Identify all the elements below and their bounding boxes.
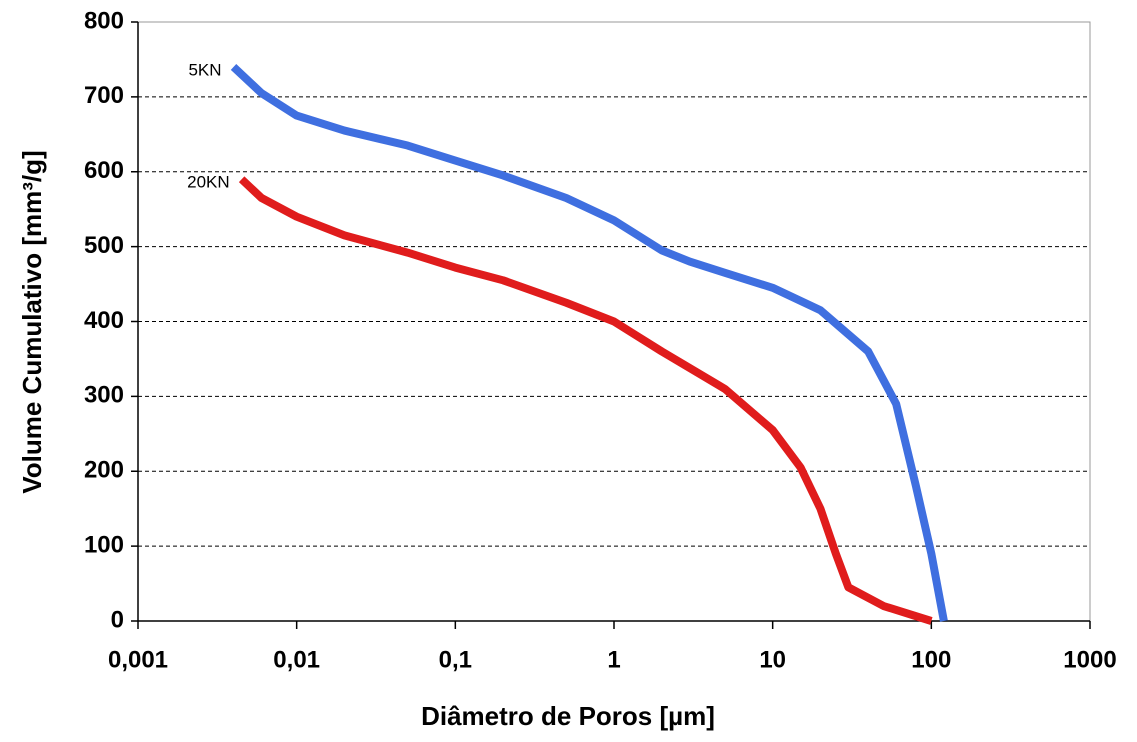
x-tick-label: 0,01 xyxy=(273,646,320,673)
x-tick-label: 1 xyxy=(607,646,620,673)
y-tick-label: 800 xyxy=(84,7,124,34)
y-tick-label: 500 xyxy=(84,232,124,259)
series-label: 20KN xyxy=(187,173,230,192)
x-tick-label: 100 xyxy=(911,646,951,673)
y-tick-label: 600 xyxy=(84,157,124,184)
y-tick-label: 300 xyxy=(84,382,124,409)
y-tick-label: 0 xyxy=(111,606,124,633)
y-tick-label: 200 xyxy=(84,457,124,484)
x-axis-label: Diâmetro de Poros [µm] xyxy=(421,701,715,731)
x-tick-label: 1000 xyxy=(1063,646,1116,673)
series-label: 5KN xyxy=(188,60,221,79)
series-line xyxy=(230,64,948,622)
x-tick-label: 10 xyxy=(759,646,786,673)
series-line xyxy=(238,176,933,625)
y-tick-label: 100 xyxy=(84,531,124,558)
y-tick-label: 700 xyxy=(84,82,124,109)
y-tick-label: 400 xyxy=(84,307,124,334)
y-axis-label: Volume Cumulativo [mm³/g] xyxy=(17,150,47,493)
x-tick-label: 0,001 xyxy=(108,646,168,673)
x-tick-label: 0,1 xyxy=(439,646,472,673)
